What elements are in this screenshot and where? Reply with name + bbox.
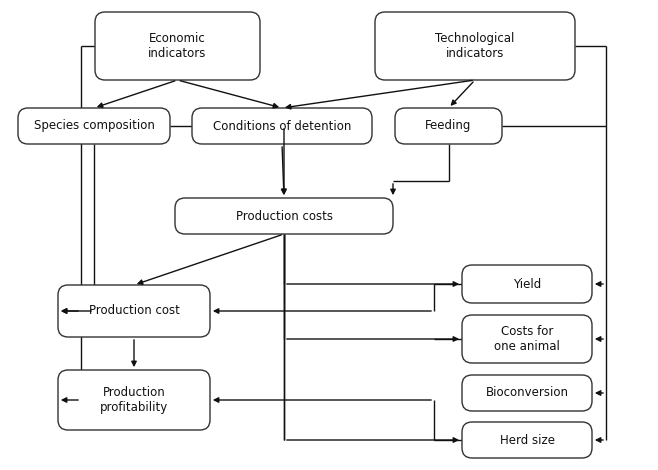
Text: Costs for
one animal: Costs for one animal (494, 325, 560, 353)
FancyBboxPatch shape (395, 108, 502, 144)
Text: Production
profitability: Production profitability (100, 386, 168, 414)
Text: Production costs: Production costs (236, 210, 332, 222)
FancyBboxPatch shape (462, 375, 592, 411)
Text: Herd size: Herd size (499, 433, 555, 446)
Text: Bioconversion: Bioconversion (486, 386, 569, 400)
Text: Economic
indicators: Economic indicators (148, 32, 207, 60)
FancyBboxPatch shape (375, 12, 575, 80)
FancyBboxPatch shape (95, 12, 260, 80)
Text: Production cost: Production cost (89, 305, 180, 318)
Text: Feeding: Feeding (425, 119, 472, 133)
Text: Yield: Yield (513, 277, 541, 290)
FancyBboxPatch shape (462, 315, 592, 363)
FancyBboxPatch shape (192, 108, 372, 144)
Text: Conditions of detention: Conditions of detention (213, 119, 351, 133)
FancyBboxPatch shape (462, 265, 592, 303)
FancyBboxPatch shape (58, 285, 210, 337)
Text: Technological
indicators: Technological indicators (436, 32, 515, 60)
FancyBboxPatch shape (462, 422, 592, 458)
FancyBboxPatch shape (58, 370, 210, 430)
FancyBboxPatch shape (18, 108, 170, 144)
FancyBboxPatch shape (175, 198, 393, 234)
Text: Species composition: Species composition (34, 119, 155, 133)
